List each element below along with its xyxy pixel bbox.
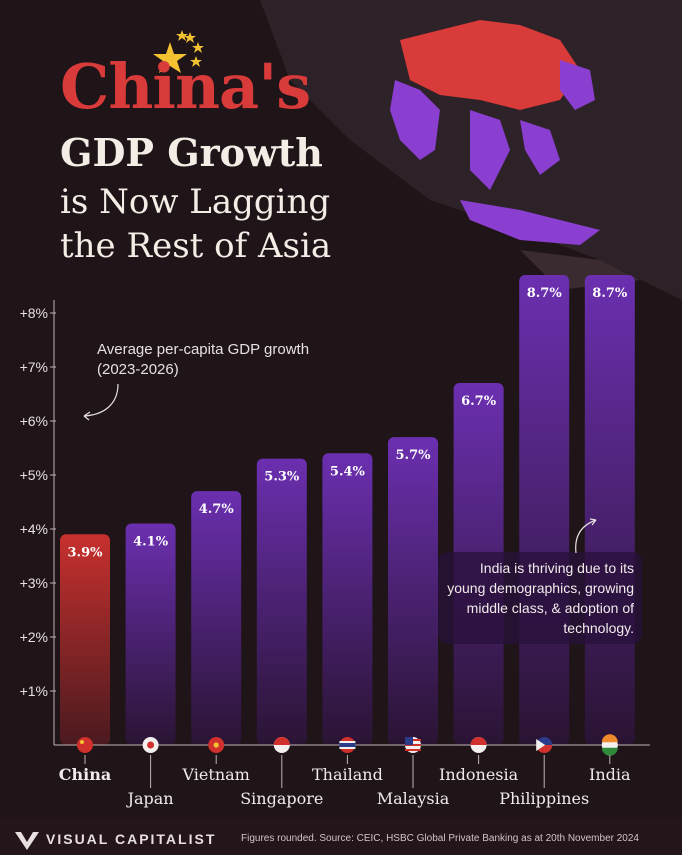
bar-value-label: 4.7%	[199, 502, 235, 517]
bar-value-label: 5.7%	[396, 448, 432, 463]
bar-value-label: 5.3%	[264, 470, 300, 485]
y-tick-label: +8%	[20, 305, 48, 321]
title-line-3a: is Now Lagging	[60, 182, 331, 222]
category-label-malaysia: Malaysia	[377, 789, 450, 808]
bar-malaysia	[388, 437, 438, 745]
footer	[0, 818, 682, 855]
bar-value-label: 6.7%	[461, 394, 497, 409]
bar-thailand	[322, 453, 373, 745]
category-label-indonesia: Indonesia	[439, 765, 519, 784]
bar-value-label: 8.7%	[592, 286, 628, 301]
bar-china	[60, 534, 110, 745]
indonesia-flag-icon	[470, 737, 487, 753]
bar-singapore	[256, 458, 307, 745]
stars-icon	[153, 30, 204, 73]
bar-vietnam	[191, 491, 242, 745]
title-line-1: China's	[60, 50, 311, 123]
visual-capitalist-logo-icon	[15, 832, 39, 850]
y-tick-label: +3%	[20, 575, 48, 591]
category-label-vietnam: Vietnam	[182, 765, 250, 784]
average-growth-annotation: Average per-capita GDP growth (2023-2026…	[97, 341, 310, 378]
bar-value-label: 5.4%	[330, 464, 366, 479]
bar-value-label: 8.7%	[527, 286, 563, 301]
china-flag-icon	[77, 737, 93, 753]
category-label-india: India	[589, 765, 631, 784]
title-line-3b: the Rest of Asia	[60, 226, 332, 266]
bar-value-label: 3.9%	[68, 545, 104, 560]
philippines-flag-icon	[536, 737, 553, 753]
india-annotation: India is thriving due to its young demog…	[438, 552, 642, 644]
india-annotation-arrow-icon	[575, 518, 597, 554]
y-tick-label: +7%	[20, 359, 48, 375]
category-label-singapore: Singapore	[240, 789, 323, 808]
category-label-thailand: Thailand	[312, 765, 383, 784]
y-axis: +1% +2% +3% +4% +5% +6% +7% +8%	[20, 300, 56, 745]
china-map-shape	[400, 20, 580, 110]
bar-philippines	[519, 275, 570, 745]
singapore-flag-icon	[273, 737, 290, 753]
category-label-philippines: Philippines	[499, 789, 589, 808]
category-label-china: China	[59, 765, 111, 784]
title-line-2: GDP Growth	[60, 130, 323, 175]
india-map-shape	[390, 80, 440, 160]
bar-value-label: 4.1%	[133, 535, 169, 550]
brand-name: VISUAL CAPITALIST	[46, 831, 217, 847]
gdp-growth-bar-chart: +1% +2% +3% +4% +5% +6% +7% +8% 3.9% 4.1% 4.7% 5.3…	[20, 275, 650, 808]
bars: 3.9% 4.1% 4.7% 5.3% 5.4% 5.7% 6.7% 8.7% 8.7%	[60, 275, 635, 745]
bar-india	[584, 275, 635, 745]
source-text: Figures rounded. Source: CEIC, HSBC Glob…	[241, 833, 639, 844]
annotation-arrow-icon	[83, 383, 119, 421]
category-label-japan: Japan	[126, 789, 174, 808]
y-tick-label: +5%	[20, 467, 48, 483]
y-tick-label: +2%	[20, 629, 48, 645]
y-tick-label: +6%	[20, 413, 48, 429]
japan-flag-icon	[142, 737, 159, 753]
vietnam-flag-icon	[208, 737, 225, 753]
bar-japan	[125, 523, 176, 745]
x-axis: China Japan Vietnam Singapore Thailand Malays…	[54, 734, 650, 808]
y-tick-label: +1%	[20, 683, 48, 699]
title-line-3: is Now Lagging the Rest of Asia	[60, 180, 331, 268]
y-tick-label: +4%	[20, 521, 48, 537]
india-flag-icon	[601, 734, 618, 756]
malaysia-flag-icon	[405, 737, 421, 753]
thailand-flag-icon	[339, 737, 356, 753]
